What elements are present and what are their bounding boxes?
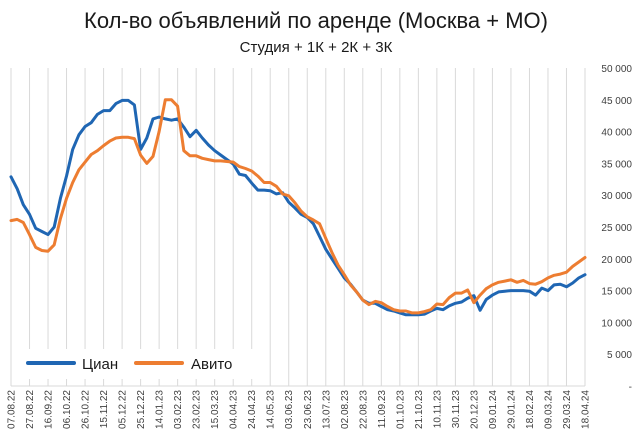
x-tick-label: 09.03.24 — [543, 390, 554, 429]
legend-label-cian: Циан — [82, 356, 118, 373]
x-tick-label: 29.01.24 — [506, 390, 517, 429]
x-tick-label: 25.12.22 — [136, 390, 147, 429]
x-tick-label: 15.11.22 — [99, 390, 110, 429]
x-tick-label: 10.11.23 — [432, 390, 443, 429]
series-line-cian — [9, 98, 587, 317]
y-axis-ticks: - 5 000 10 000 15 000 20 000 25 000 30 000 35 0… — [601, 64, 632, 393]
series-layer — [9, 98, 587, 317]
series-line-avito — [9, 98, 587, 315]
y-tick-label: 50 000 — [601, 64, 632, 75]
y-tick-label: 25 000 — [601, 223, 632, 234]
x-tick-label: 11.09.23 — [377, 390, 388, 429]
chart-subtitle: Студия + 1К + 2К + 3К — [240, 39, 393, 56]
legend: Циан Авито — [20, 349, 258, 379]
x-tick-label: 02.08.23 — [340, 390, 351, 429]
y-tick-label: 30 000 — [601, 191, 632, 202]
x-tick-label: 29.03.24 — [562, 390, 573, 429]
x-tick-label: 14.05.23 — [266, 390, 277, 429]
y-tick-label: 20 000 — [601, 255, 632, 266]
legend-label-avito: Авито — [191, 356, 232, 373]
x-tick-label: 18.04.24 — [581, 390, 592, 429]
y-tick-label: 35 000 — [601, 159, 632, 170]
y-tick-label: 10 000 — [601, 318, 632, 329]
x-tick-label: 27.08.22 — [25, 390, 36, 429]
x-tick-label: 07.08.22 — [7, 390, 18, 429]
x-tick-label: 04.04.23 — [229, 390, 240, 429]
x-tick-label: 03.02.23 — [173, 390, 184, 429]
x-tick-label: 21.10.23 — [414, 390, 425, 429]
x-tick-label: 14.01.23 — [155, 390, 166, 429]
y-tick-label: - — [629, 382, 632, 393]
x-axis-ticks: 07.08.22 27.08.22 16.09.22 06.10.22 26.10.22… — [7, 390, 592, 429]
x-tick-label: 15.03.23 — [210, 390, 221, 429]
y-tick-label: 5 000 — [607, 350, 632, 361]
x-tick-label: 09.01.24 — [488, 390, 499, 429]
x-tick-label: 30.11.23 — [451, 390, 462, 429]
x-tick-label: 18.02.24 — [525, 390, 536, 429]
gridlines — [10, 68, 586, 387]
x-tick-label: 23.06.23 — [303, 390, 314, 429]
x-tick-label: 16.09.22 — [44, 390, 55, 429]
x-tick-label: 05.12.22 — [118, 390, 129, 429]
x-tick-label: 01.10.23 — [395, 390, 406, 429]
x-tick-label: 13.07.23 — [321, 390, 332, 429]
x-tick-label: 03.06.23 — [284, 390, 295, 429]
x-tick-label: 20.12.23 — [469, 390, 480, 429]
x-tick-label: 23.02.23 — [192, 390, 203, 429]
x-tick-label: 24.04.23 — [247, 390, 258, 429]
x-tick-label: 22.08.23 — [358, 390, 369, 429]
chart-title: Кол-во объявлений по аренде (Москва + МО… — [84, 8, 548, 33]
y-tick-label: 15 000 — [601, 287, 632, 298]
y-tick-label: 40 000 — [601, 128, 632, 139]
y-tick-label: 45 000 — [601, 96, 632, 107]
x-tick-label: 26.10.22 — [81, 390, 92, 429]
x-tick-label: 06.10.22 — [62, 390, 73, 429]
